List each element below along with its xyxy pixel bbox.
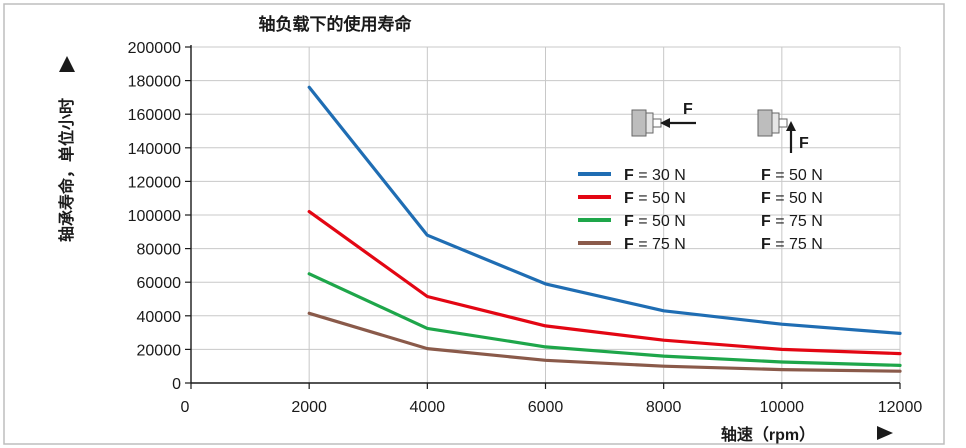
y-tick-label: 120000 — [128, 174, 181, 191]
bearing-housing — [757, 109, 773, 137]
bearing-shaft — [778, 118, 788, 128]
legend-radial-label: F = 75 N — [761, 236, 823, 253]
x-tick-label: 6000 — [528, 399, 564, 416]
series-line-4 — [307, 311, 902, 373]
y-axis-label: 轴承寿命，单位小时 — [57, 98, 76, 242]
x-tick-label: 10000 — [760, 399, 805, 416]
axial-force-symbol: F — [683, 101, 693, 118]
x-tick-label: 2000 — [291, 399, 327, 416]
radial-force-symbol: F — [799, 135, 809, 152]
legend-radial-label: F = 50 N — [761, 190, 823, 207]
legend-radial-label: F = 75 N — [761, 213, 823, 230]
series-lines — [307, 85, 902, 373]
axial-load-bearing-icon — [631, 109, 662, 137]
tick-labels: 0200004000060000800001000001200001400001… — [128, 40, 923, 416]
legend-item-2: F = 50 N F = 50 N — [578, 190, 823, 207]
legend-axial-label: F = 75 N — [624, 236, 686, 253]
y-axis-arrow-icon — [59, 56, 75, 72]
y-tick-label: 80000 — [137, 242, 182, 259]
series-line-3 — [307, 272, 902, 367]
y-tick-label: 140000 — [128, 141, 181, 158]
radial-arrow-icon — [786, 121, 796, 131]
y-tick-label: 200000 — [128, 40, 181, 57]
y-tick-label: 160000 — [128, 107, 181, 124]
series-line-1 — [307, 85, 902, 335]
y-tick-label: 40000 — [137, 309, 182, 326]
bearing-housing — [631, 109, 647, 137]
x-tick-label: 12000 — [878, 399, 923, 416]
x-tick-label: 0 — [181, 399, 190, 416]
series-line-2 — [307, 210, 902, 356]
legend-item-3: F = 50 N F = 75 N — [578, 213, 823, 230]
bearing-flange — [771, 112, 780, 134]
legend-item-1: F = 30 N F = 50 N — [578, 167, 823, 184]
y-tick-label: 100000 — [128, 208, 181, 225]
bearing-flange — [645, 112, 654, 134]
y-tick-label: 20000 — [137, 342, 182, 359]
chart-title: 轴负载下的使用寿命 — [259, 14, 413, 34]
legend-axial-label: F = 50 N — [624, 190, 686, 207]
x-axis-arrow-icon — [877, 426, 893, 440]
y-tick-label: 60000 — [137, 275, 182, 292]
x-tick-label: 8000 — [646, 399, 682, 416]
x-axis-label: 轴速（rpm） — [721, 425, 815, 444]
x-tick-label: 4000 — [410, 399, 446, 416]
y-tick-label: 180000 — [128, 74, 181, 91]
axial-arrow-icon — [660, 118, 670, 128]
legend-axial-label: F = 50 N — [624, 213, 686, 230]
legend-item-4: F = 75 N F = 75 N — [578, 236, 823, 253]
bearing-shaft — [652, 118, 662, 128]
y-tick-label: 0 — [172, 376, 181, 393]
legend-axial-label: F = 30 N — [624, 167, 686, 184]
legend-radial-label: F = 50 N — [761, 167, 823, 184]
radial-load-bearing-icon — [757, 109, 788, 137]
axes — [185, 45, 901, 389]
